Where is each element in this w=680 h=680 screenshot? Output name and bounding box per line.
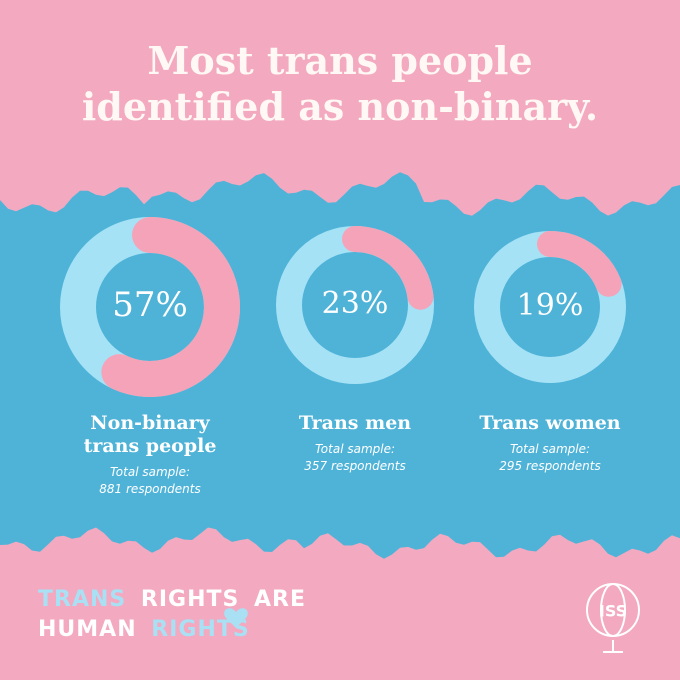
value-label: 57% — [112, 285, 188, 325]
sample-text: Total sample: — [109, 465, 191, 479]
donut-title: Non-binary trans people — [83, 412, 217, 457]
slogan-heart — [224, 608, 248, 628]
sample-text: Total sample: — [509, 442, 591, 456]
heart — [224, 608, 248, 628]
slogan-line: TRANS RIGHTS ARE — [38, 587, 306, 612]
value-label: 23% — [322, 286, 389, 321]
sample-text: 295 respondents — [499, 459, 601, 473]
value-label: 19% — [517, 288, 584, 323]
slogan-word: RIGHTS — [151, 617, 249, 642]
logo-text: ISS — [599, 602, 627, 621]
slogan-word: RIGHTS — [141, 587, 239, 612]
sample-text: Total sample: — [314, 442, 396, 456]
sample-note: Total sample: 881 respondents — [55, 464, 245, 498]
slogan-word: ARE — [254, 587, 306, 612]
page-title: Most trans people identified as non-bina… — [81, 38, 599, 129]
slogan-line: HUMAN RIGHTS — [38, 617, 250, 642]
slogan-word: TRANS — [38, 587, 126, 612]
sample-note: Total sample: 357 respondents — [260, 441, 450, 475]
logo-meridian — [600, 583, 626, 637]
sample-text: 881 respondents — [99, 482, 201, 496]
donut-title: Trans women — [479, 412, 621, 434]
logo — [586, 583, 640, 653]
donut-arc — [537, 231, 622, 297]
donut-title: Trans men — [298, 412, 412, 434]
donut-arc — [342, 226, 434, 310]
sample-text: 357 respondents — [304, 459, 406, 473]
slogan-word: HUMAN — [38, 617, 137, 642]
donut-arc — [101, 217, 240, 397]
sample-note: Total sample: 295 respondents — [455, 441, 645, 475]
